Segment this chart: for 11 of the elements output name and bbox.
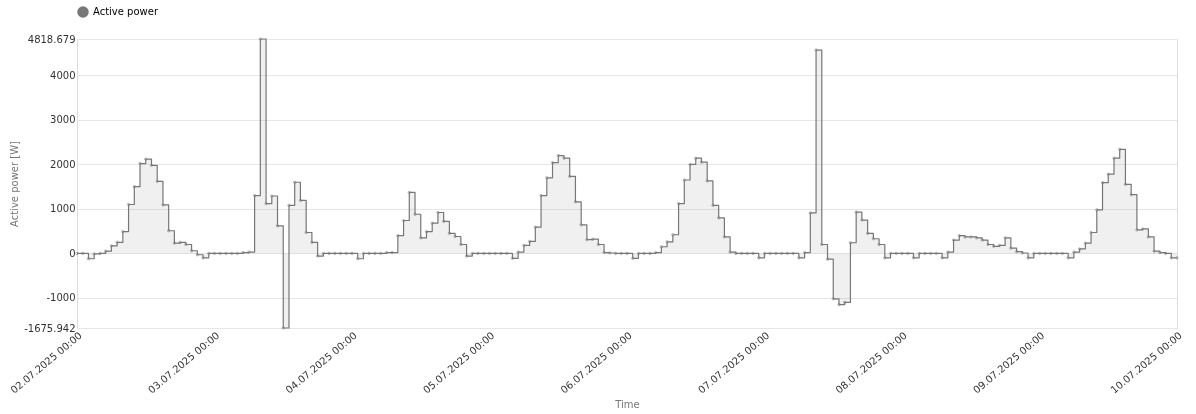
legend-label: Active power xyxy=(93,6,159,17)
x-axis-title: Time xyxy=(614,398,640,410)
y-tick-label: -1000 xyxy=(46,292,76,304)
y-tick-label: 2000 xyxy=(50,158,76,170)
y-tick-label: -1675.942 xyxy=(24,322,76,334)
y-tick-label: 4000 xyxy=(50,69,76,81)
y-tick-label: 1000 xyxy=(50,203,76,215)
y-axis-title: Active power [W] xyxy=(9,140,21,227)
y-tick-label: 4818.679 xyxy=(27,33,76,45)
y-tick-label: 0 xyxy=(69,247,76,259)
y-tick-label: 3000 xyxy=(50,114,76,126)
